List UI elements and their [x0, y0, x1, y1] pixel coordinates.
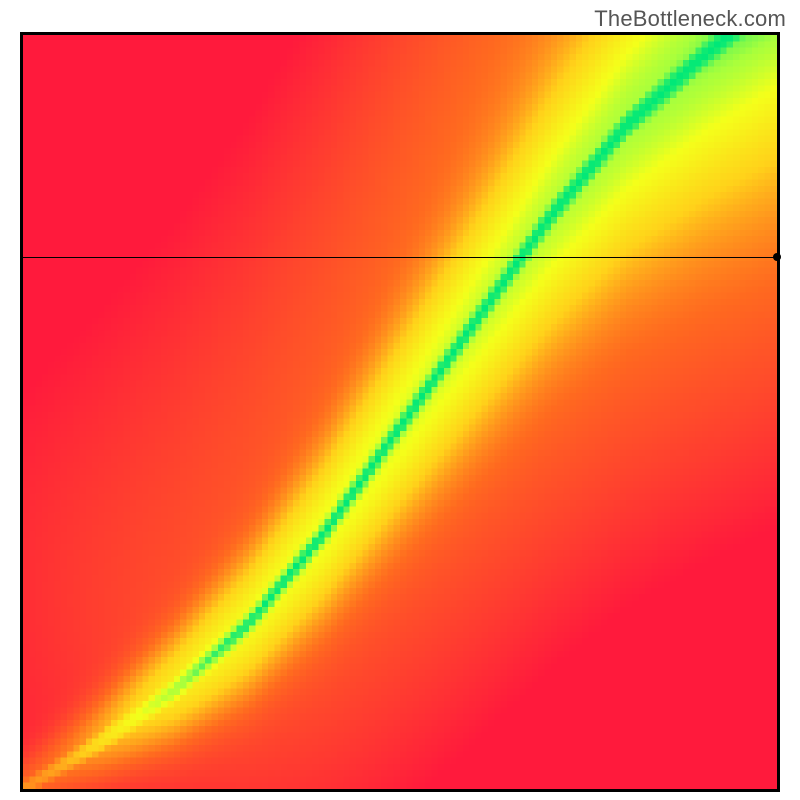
- bottleneck-heatmap: [23, 35, 777, 789]
- horizontal-guideline: [23, 257, 777, 258]
- heatmap-plot-area: [20, 32, 780, 792]
- guideline-endpoint-dot: [773, 253, 781, 261]
- watermark-text: TheBottleneck.com: [594, 6, 786, 32]
